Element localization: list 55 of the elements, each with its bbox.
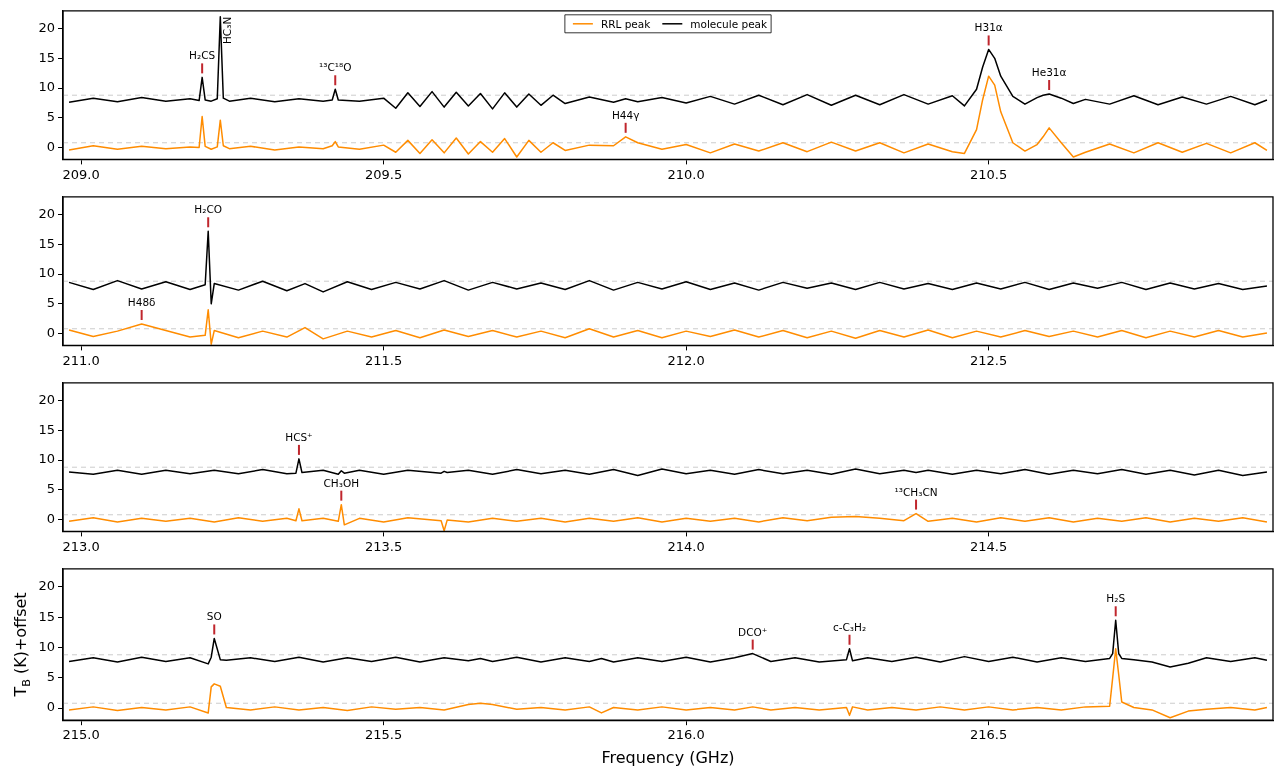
x-tick-label: 209.0 bbox=[62, 166, 100, 182]
y-tick-label: 15 bbox=[38, 49, 55, 65]
y-tick-label: 0 bbox=[46, 699, 55, 715]
y-tick-label: 20 bbox=[38, 206, 55, 222]
x-tick-label: 210.0 bbox=[667, 166, 705, 182]
y-tick-label: 10 bbox=[38, 451, 55, 467]
y-tick-label: 10 bbox=[38, 79, 55, 95]
y-tick-label: 5 bbox=[46, 669, 55, 685]
y-tick-label: 5 bbox=[46, 481, 55, 497]
x-tick-label: 210.5 bbox=[970, 166, 1008, 182]
y-tick-label: 15 bbox=[38, 608, 55, 624]
x-tick-label: 214.0 bbox=[667, 538, 705, 554]
annotation: c-C₃H₂ bbox=[832, 620, 867, 633]
y-tick-label: 10 bbox=[38, 638, 55, 654]
x-tick-label: 211.5 bbox=[365, 352, 403, 368]
x-tick-label: 211.0 bbox=[62, 352, 100, 368]
x-tick-label: 213.5 bbox=[365, 538, 403, 554]
y-tick-label: 5 bbox=[46, 109, 55, 125]
x-tick-label: 215.0 bbox=[62, 727, 100, 743]
annotation: He31α bbox=[1031, 66, 1067, 79]
x-axis-title: Frequency (GHz) bbox=[601, 747, 735, 767]
annotation: H₂CO bbox=[194, 203, 223, 216]
y-tick-label: 5 bbox=[46, 295, 55, 311]
y-tick-label: 0 bbox=[46, 510, 55, 526]
y-tick-label: 0 bbox=[46, 138, 55, 154]
x-tick-label: 209.5 bbox=[365, 166, 403, 182]
x-tick-label: 216.5 bbox=[970, 727, 1008, 743]
annotation: H₂S bbox=[1106, 592, 1126, 605]
annotation: H48δ bbox=[127, 296, 156, 308]
y-tick-label: 10 bbox=[38, 265, 55, 281]
y-axis-title: TB (K)+offset bbox=[11, 592, 33, 698]
x-tick-label: 214.5 bbox=[970, 538, 1008, 554]
annotation: ¹³C¹⁸O bbox=[319, 61, 352, 74]
annotation: HC₃N bbox=[221, 16, 234, 45]
y-tick-label: 0 bbox=[46, 324, 55, 340]
y-tick-label: 15 bbox=[38, 235, 55, 251]
x-tick-label: 212.0 bbox=[667, 352, 705, 368]
annotation: DCO⁺ bbox=[738, 625, 768, 638]
x-tick-label: 215.5 bbox=[365, 727, 403, 743]
legend-label: RRL peak bbox=[600, 17, 652, 30]
annotation: HCS⁺ bbox=[285, 430, 313, 443]
annotation: H31α bbox=[974, 21, 1003, 34]
legend-label: molecule peak bbox=[690, 17, 769, 30]
annotation: ¹³CH₃CN bbox=[894, 485, 938, 498]
y-tick-label: 20 bbox=[38, 578, 55, 594]
y-tick-label: 15 bbox=[38, 421, 55, 437]
annotation: H₂CS bbox=[189, 49, 216, 62]
annotation: SO bbox=[206, 610, 222, 623]
x-tick-label: 212.5 bbox=[970, 352, 1008, 368]
annotation: CH₃OH bbox=[323, 476, 360, 489]
annotation: H44γ bbox=[611, 108, 640, 121]
y-tick-label: 20 bbox=[38, 392, 55, 408]
y-tick-label: 20 bbox=[38, 20, 55, 36]
x-tick-label: 216.0 bbox=[667, 727, 705, 743]
x-tick-label: 213.0 bbox=[62, 538, 100, 554]
